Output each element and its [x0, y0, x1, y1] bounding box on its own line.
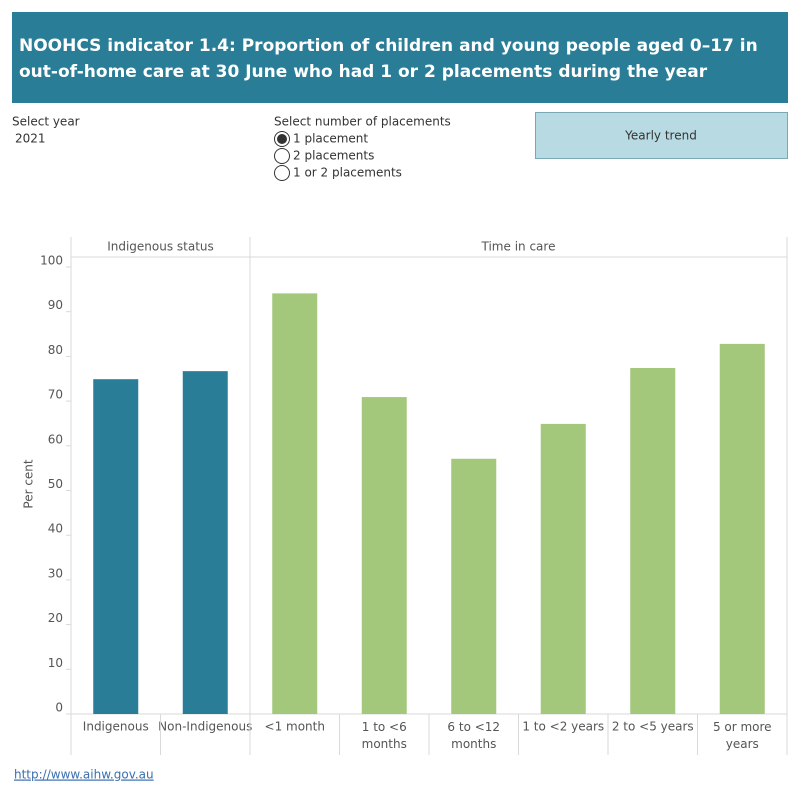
x-tick-label: Non-Indigenous	[158, 720, 252, 734]
y-tick-label: 60	[48, 432, 63, 446]
bar	[540, 423, 586, 714]
bar	[361, 397, 407, 714]
x-tick-label: 6 to <12 months	[447, 720, 500, 751]
title: NOOHCS indicator 1.4: Proportion of chil…	[19, 36, 758, 56]
x-tick-label: 1 to <6 months	[362, 720, 407, 751]
radio-dot	[277, 134, 287, 144]
radio[interactable]	[274, 148, 290, 164]
radio-label[interactable]: 1 or 2 placements	[293, 166, 402, 180]
panel-title: Time in care	[481, 240, 556, 254]
y-tick-label: 90	[48, 298, 63, 312]
bar	[719, 343, 765, 714]
bar	[630, 368, 676, 714]
radio-label[interactable]: 2 placements	[293, 149, 374, 163]
trend-button-label[interactable]: Yearly trend	[624, 129, 697, 143]
y-tick-label: 30	[48, 566, 63, 580]
bar	[182, 371, 228, 714]
x-tick-label: 5 or more years	[713, 720, 772, 751]
y-tick-label: 70	[48, 388, 63, 402]
y-tick-label: 0	[55, 701, 63, 715]
y-tick-label: 80	[48, 343, 63, 357]
title: out-of-home care at 30 June who had 1 or…	[19, 62, 708, 82]
x-tick-label: 2 to <5 years	[612, 720, 694, 734]
y-tick-label: 40	[48, 522, 63, 536]
bar	[272, 293, 318, 714]
y-tick-label: 50	[48, 477, 63, 491]
bar	[451, 458, 497, 714]
x-tick-label: Indigenous	[83, 720, 149, 734]
x-tick-label: 1 to <2 years	[522, 720, 604, 734]
title-banner	[12, 12, 788, 103]
panel-title: Indigenous status	[107, 240, 214, 254]
y-tick-label: 20	[48, 611, 63, 625]
radio[interactable]	[274, 165, 290, 181]
x-tick-label: <1 month	[265, 720, 325, 734]
trend-button[interactable]	[535, 112, 788, 159]
y-axis-label: Per cent	[22, 459, 36, 509]
year-label: Select year	[12, 115, 80, 129]
placements-label: Select number of placements	[274, 115, 451, 129]
y-tick-label: 10	[48, 656, 63, 670]
year-value[interactable]: 2021	[15, 132, 46, 146]
y-tick-label: 100	[40, 254, 63, 268]
bar	[93, 379, 139, 714]
radio-label[interactable]: 1 placement	[293, 132, 368, 146]
footer-link[interactable]: http://www.aihw.gov.au	[14, 768, 154, 782]
